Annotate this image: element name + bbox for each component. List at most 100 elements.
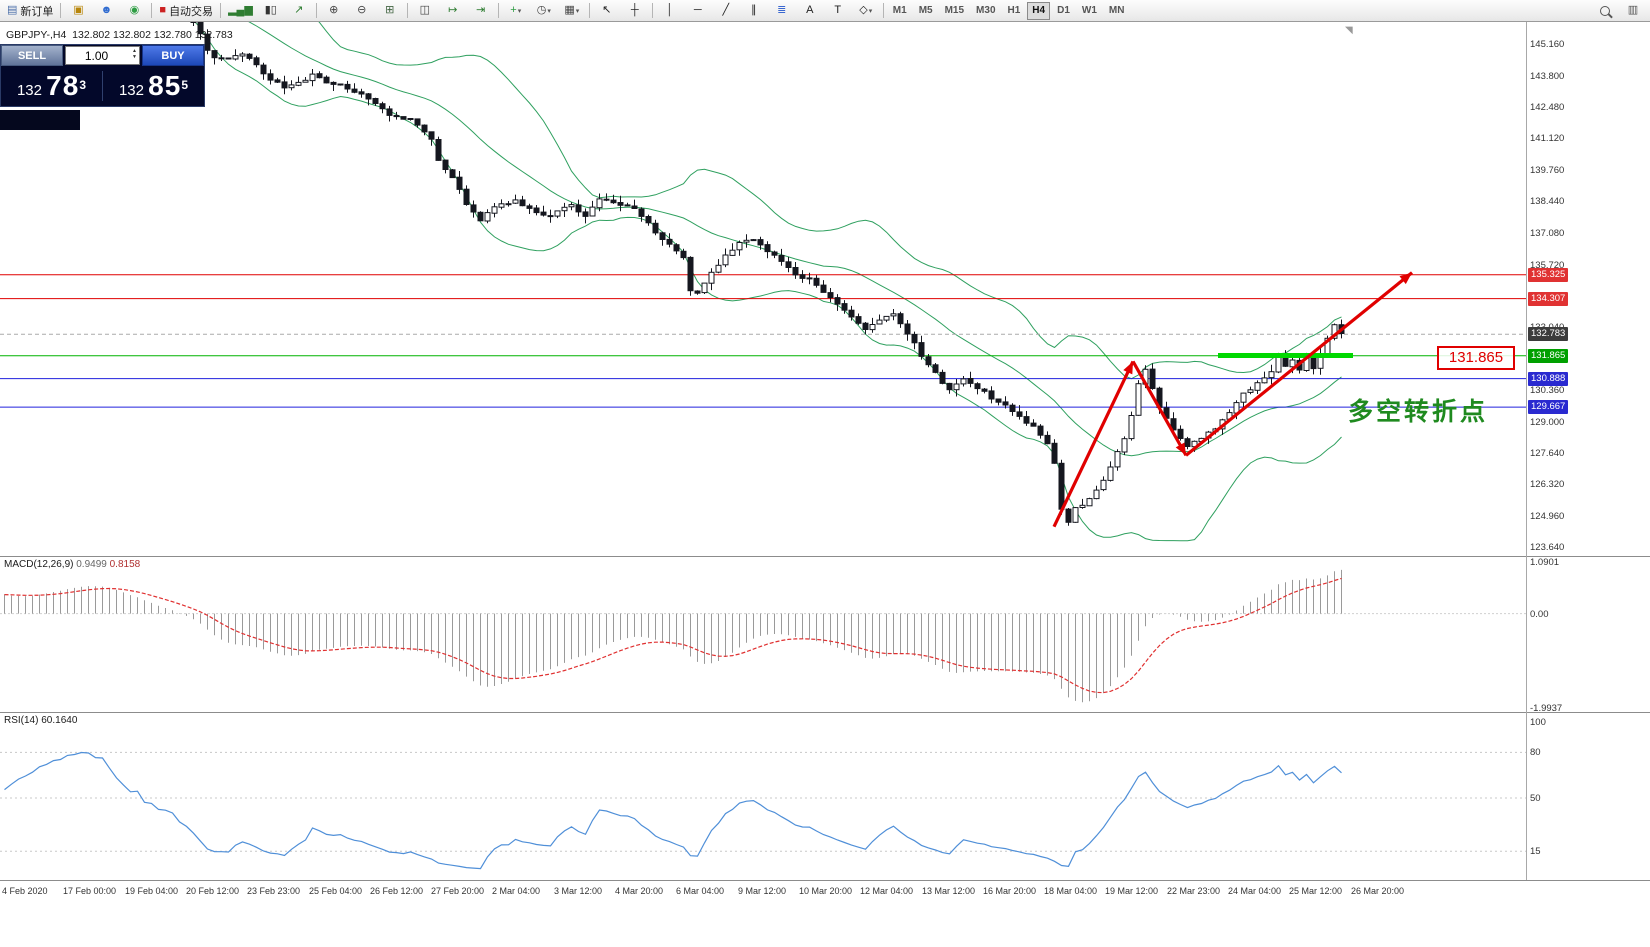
equidistant-channel-button[interactable]: ∥ (741, 1, 767, 21)
auto-scroll-button[interactable]: ↦ (440, 1, 466, 21)
time-axis-label: 10 Mar 20:00 (799, 886, 853, 896)
toolbar-separator (497, 3, 499, 18)
time-axis-label: 13 Mar 12:00 (922, 886, 976, 896)
vertical-line-button[interactable]: │ (657, 1, 683, 21)
candlestick-chart-button[interactable]: ▮▯ (258, 1, 284, 21)
time-axis-label: 17 Feb 00:00 (63, 886, 117, 896)
equidistant-channel-icon: ∥ (751, 4, 757, 16)
timeframe-m30-button[interactable]: M30 (976, 5, 996, 16)
signals-button[interactable]: ◉ (121, 1, 147, 21)
rsi-panel (0, 712, 1650, 880)
time-axis-label: 23 Feb 23:00 (247, 886, 301, 896)
rsi-label: RSI(14) 60.1640 (4, 715, 77, 726)
profile-button[interactable]: ☻ (93, 1, 119, 21)
tile-windows-icon: ◫ (419, 4, 430, 16)
price-axis[interactable]: 145.160 143.800 142.480 141.120 139.760 138.4… (1528, 0, 1650, 902)
zoom-in-button[interactable]: ⊕ (321, 1, 347, 21)
trendline-icon: ╱ (722, 4, 730, 16)
cursor-button[interactable]: ↖ (594, 1, 620, 21)
time-axis-label: 19 Mar 12:00 (1105, 886, 1159, 896)
time-axis-label: 18 Mar 04:00 (1044, 886, 1098, 896)
rsi-chart[interactable] (0, 714, 1650, 880)
timeframe-d1-button[interactable]: D1 (1057, 5, 1070, 16)
sell-button[interactable]: SELL (1, 45, 63, 66)
caret-down-icon: ▾ (575, 7, 580, 15)
time-axis-label: 3 Mar 12:00 (554, 886, 603, 896)
price-axis-label: 141.120 (1530, 133, 1565, 144)
fibonacci-button[interactable]: ≣ (769, 1, 795, 21)
macd-chart[interactable] (0, 558, 1650, 712)
volume-up-button[interactable]: ▲ (132, 48, 137, 54)
buy-price-base: 132 (118, 82, 144, 99)
volume-input[interactable]: 1.00 ▲ ▼ (65, 46, 140, 65)
chart-shift-icon: ⇥ (476, 4, 486, 16)
time-axis-label: 26 Feb 12:00 (370, 886, 424, 896)
fibonacci-icon: ≣ (777, 4, 787, 16)
profiles-button[interactable]: ◷ ▾ (531, 1, 557, 21)
templates-button[interactable]: ▦ ▾ (559, 1, 585, 21)
zoom-in-icon: ⊕ (329, 4, 339, 16)
scroll-marker-icon[interactable]: ◥ (1345, 25, 1353, 36)
price-axis-flag-129.667: 129.667 (1528, 400, 1569, 414)
search-button[interactable] (1592, 1, 1618, 21)
price-axis-flag-132.783: 132.783 (1528, 327, 1569, 341)
price-axis-label: 123.640 (1530, 542, 1565, 553)
trendline-button[interactable]: ╱ (713, 1, 739, 21)
timeframe-m1-button[interactable]: M1 (892, 5, 907, 16)
price-chart[interactable] (0, 22, 1650, 556)
timeframe-w1-button[interactable]: W1 (1081, 5, 1097, 16)
tile-windows-button[interactable]: ◫ (412, 1, 438, 21)
time-axis-label: 22 Mar 23:00 (1167, 886, 1221, 896)
bollinger-bands (194, 22, 1342, 542)
timeframe-h4-button[interactable]: H4 (1027, 1, 1051, 20)
zoom-out-button[interactable]: ⊖ (349, 1, 375, 21)
trade-panel-prices: 132 783 132 855 (1, 66, 204, 106)
volume-down-button[interactable]: ▼ (132, 54, 137, 60)
price-axis-flag-134.307: 134.307 (1528, 292, 1569, 306)
documents-button[interactable]: ▥ (1620, 1, 1646, 21)
time-axis-label: 6 Mar 04:00 (676, 886, 725, 896)
buy-button[interactable]: BUY (142, 45, 204, 66)
text-label-button[interactable]: T (825, 1, 851, 21)
grid-button[interactable]: ⊞ (377, 1, 403, 21)
macd-signal-line (4, 577, 1342, 694)
profile-icon: ☻ (100, 4, 113, 16)
price-level-callout: 131.865 (1437, 346, 1515, 370)
shapes-button[interactable]: ◇ ▾ (853, 1, 879, 21)
candles (190, 22, 1345, 526)
text-icon: A (806, 4, 814, 16)
price-axis-flag-131.865: 131.865 (1528, 349, 1569, 363)
line-chart-button[interactable]: ↗ (286, 1, 312, 21)
caret-down-icon: ▾ (868, 7, 873, 15)
timeframe-m5-button[interactable]: M5 (918, 5, 933, 16)
time-axis-label: 4 Mar 20:00 (615, 886, 664, 896)
crosshair-button[interactable]: ┼ (622, 1, 648, 21)
new-order-button[interactable]: ▤ 新订单 (4, 1, 56, 21)
macd-axis-label: 1.0901 (1530, 557, 1560, 568)
text-label-icon: T (834, 4, 842, 16)
new-chart-button[interactable]: + ▾ (503, 1, 529, 21)
timeframe-h1-button[interactable]: H1 (1007, 5, 1021, 16)
timeframe-mn-button[interactable]: MN (1108, 5, 1125, 16)
toolbar-separator (151, 3, 153, 18)
price-axis-label: 129.000 (1530, 417, 1565, 428)
timeframe-m15-button[interactable]: M15 (944, 5, 965, 16)
macd-label: MACD(12,26,9) 0.9499 0.8158 (4, 559, 140, 570)
auto-trading-button[interactable]: ■ 自动交易 (156, 1, 216, 21)
time-axis[interactable]: 4 Feb 2020 17 Feb 00:00 19 Feb 04:00 20 Feb… (0, 880, 1650, 903)
toolbar-separator (651, 3, 653, 18)
rsi-axis-label: 100 (1530, 717, 1546, 728)
annotation-turning-point: 多空转折点 (1348, 398, 1489, 426)
grid-icon: ⊞ (385, 4, 395, 16)
macd-histogram (4, 569, 1342, 703)
horizontal-line-button[interactable]: ─ (685, 1, 711, 21)
price-axis-flag-130.888: 130.888 (1528, 372, 1569, 386)
chart-shift-button[interactable]: ⇥ (468, 1, 494, 21)
toolbar-separator (60, 3, 62, 18)
signals-icon: ◉ (129, 4, 140, 16)
toolbox-button[interactable]: ▣ (65, 1, 91, 21)
macd-axis-label: -1.9937 (1530, 703, 1563, 714)
bar-chart-button[interactable]: ▂▄▆ (225, 1, 256, 21)
text-button[interactable]: A (797, 1, 823, 21)
volume-value: 1.00 (84, 48, 109, 63)
